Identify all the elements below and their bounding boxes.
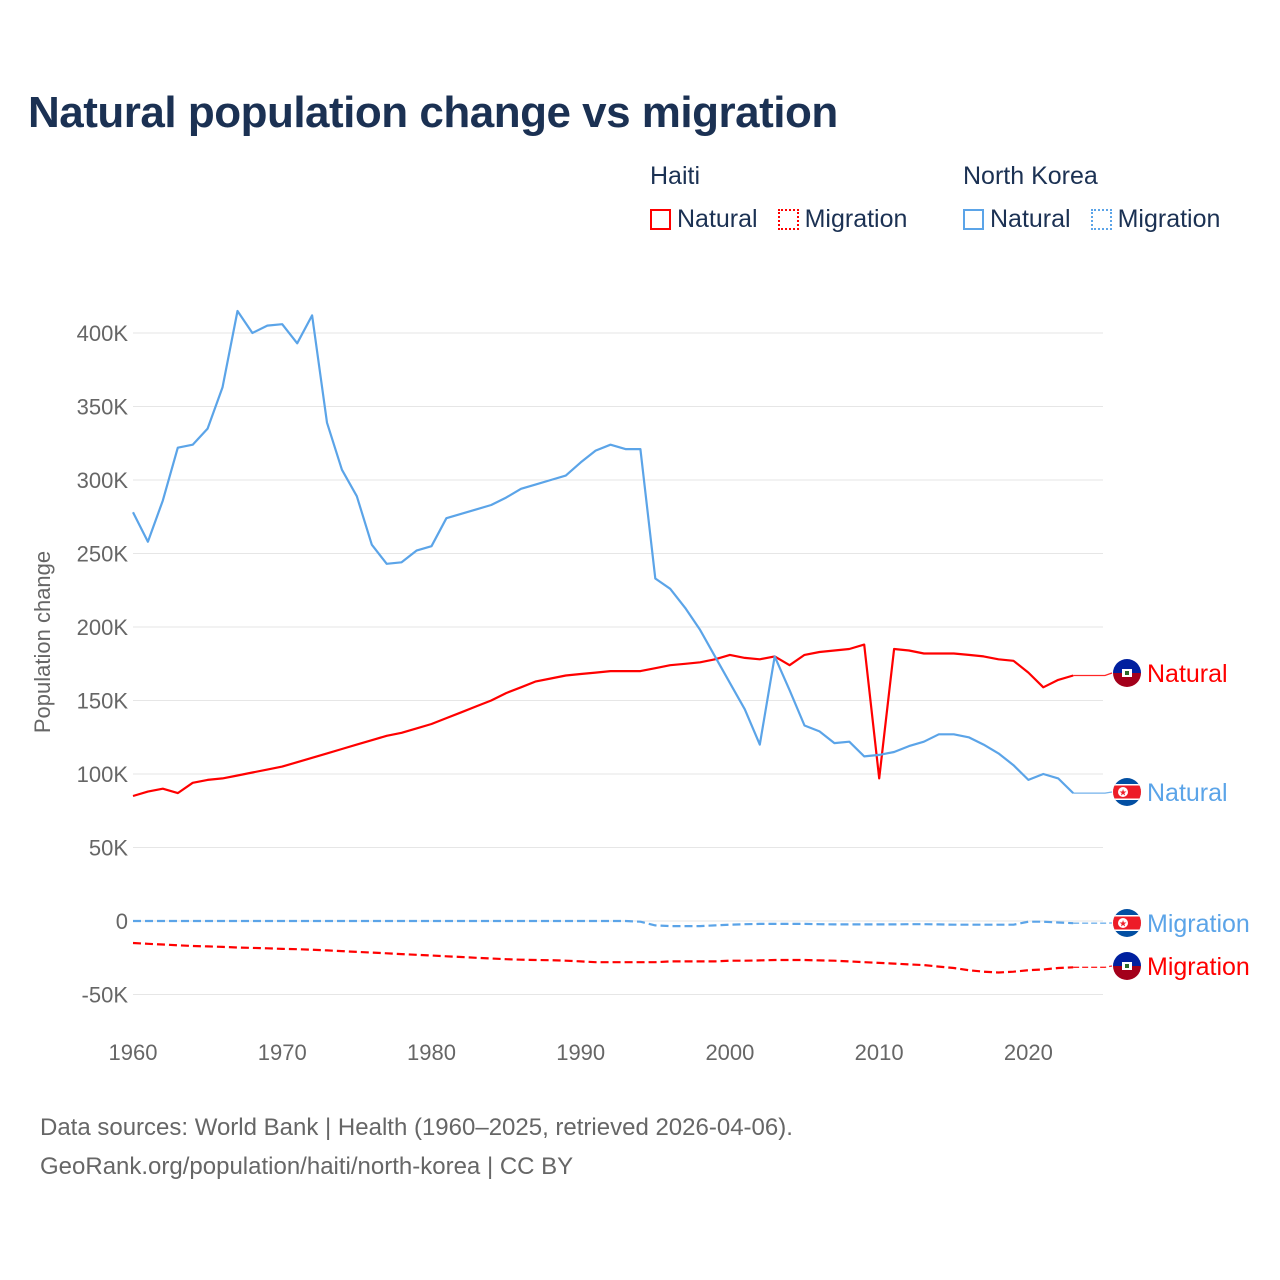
chart-title: Natural population change vs migration [28,88,838,137]
legend-item-north-korea-migration[interactable]: Migration [1090,205,1221,234]
svg-text:★: ★ [1119,788,1127,798]
x-tick-label: 1980 [407,1040,456,1065]
y-tick-label: 50K [89,836,128,861]
solid-swatch-icon [963,209,984,230]
y-tick-label: 250K [77,542,129,567]
series-line-haiti-natural [132,643,1074,798]
legend-label: Migration [804,205,908,233]
series-line-haiti-migration [132,941,1074,974]
source-note: Data sources: World Bank | Health (1960–… [40,1114,793,1141]
series-line-north-korea-natural [132,309,1074,794]
haiti-flag-icon [1113,952,1141,980]
y-tick-label: -50K [82,983,129,1008]
x-tick-label: 2000 [705,1040,754,1065]
legend-item-haiti-migration[interactable]: Migration [777,205,908,234]
series-end-label: Migration [1147,953,1250,981]
y-tick-label: 100K [77,762,129,787]
series-line-north-korea-migration [133,919,1074,928]
source-url[interactable]: GeoRank.org/population/haiti/north-korea… [40,1153,574,1180]
dotted-swatch-icon [777,209,799,230]
legend-group-title: Haiti [650,162,701,190]
x-tick-label: 1970 [258,1040,307,1065]
footer: Data sources: World Bank | Health (1960–… [40,1108,793,1186]
legend-label: Migration [1117,205,1221,233]
svg-text:★: ★ [1119,919,1127,929]
y-tick-label: 300K [77,468,129,493]
x-tick-label: 2020 [1004,1040,1053,1065]
dotted-swatch-icon [1090,209,1112,230]
y-tick-label: 400K [77,321,129,346]
series-end-label: Migration [1147,910,1250,938]
solid-swatch-icon [650,209,671,230]
series-end-label: Natural [1147,660,1228,688]
legend-group-haiti: Haiti Natural Migration [650,162,907,234]
haiti-flag-icon [1113,659,1141,687]
legend-item-haiti-natural[interactable]: Natural [650,205,758,234]
legend-group-north-korea: North Korea Natural Migration [963,162,1220,234]
label-connector [1073,965,1113,968]
label-connector [1073,791,1113,794]
label-connector [1073,672,1113,677]
x-tick-label: 2010 [855,1040,904,1065]
y-tick-label: 150K [77,689,129,714]
x-tick-label: 1990 [556,1040,605,1065]
north-korea-flag-icon: ★ [1113,778,1141,806]
x-tick-label: 1960 [109,1040,158,1065]
legend-label: Natural [677,205,758,233]
legend-item-north-korea-natural[interactable]: Natural [963,205,1071,234]
y-tick-label: 0 [116,909,128,934]
y-tick-label: 350K [77,395,129,420]
legend-label: Natural [990,205,1071,233]
y-axis-label: Population change [30,551,55,733]
y-tick-label: 200K [77,615,129,640]
legend-group-title: North Korea [963,162,1098,190]
series-end-label: Natural [1147,779,1228,807]
line-chart: -50K 0 50K 100K 150K 200K 250K 300K 350K 400K 1960… [30,309,1250,1065]
north-korea-flag-icon: ★ [1113,909,1141,937]
